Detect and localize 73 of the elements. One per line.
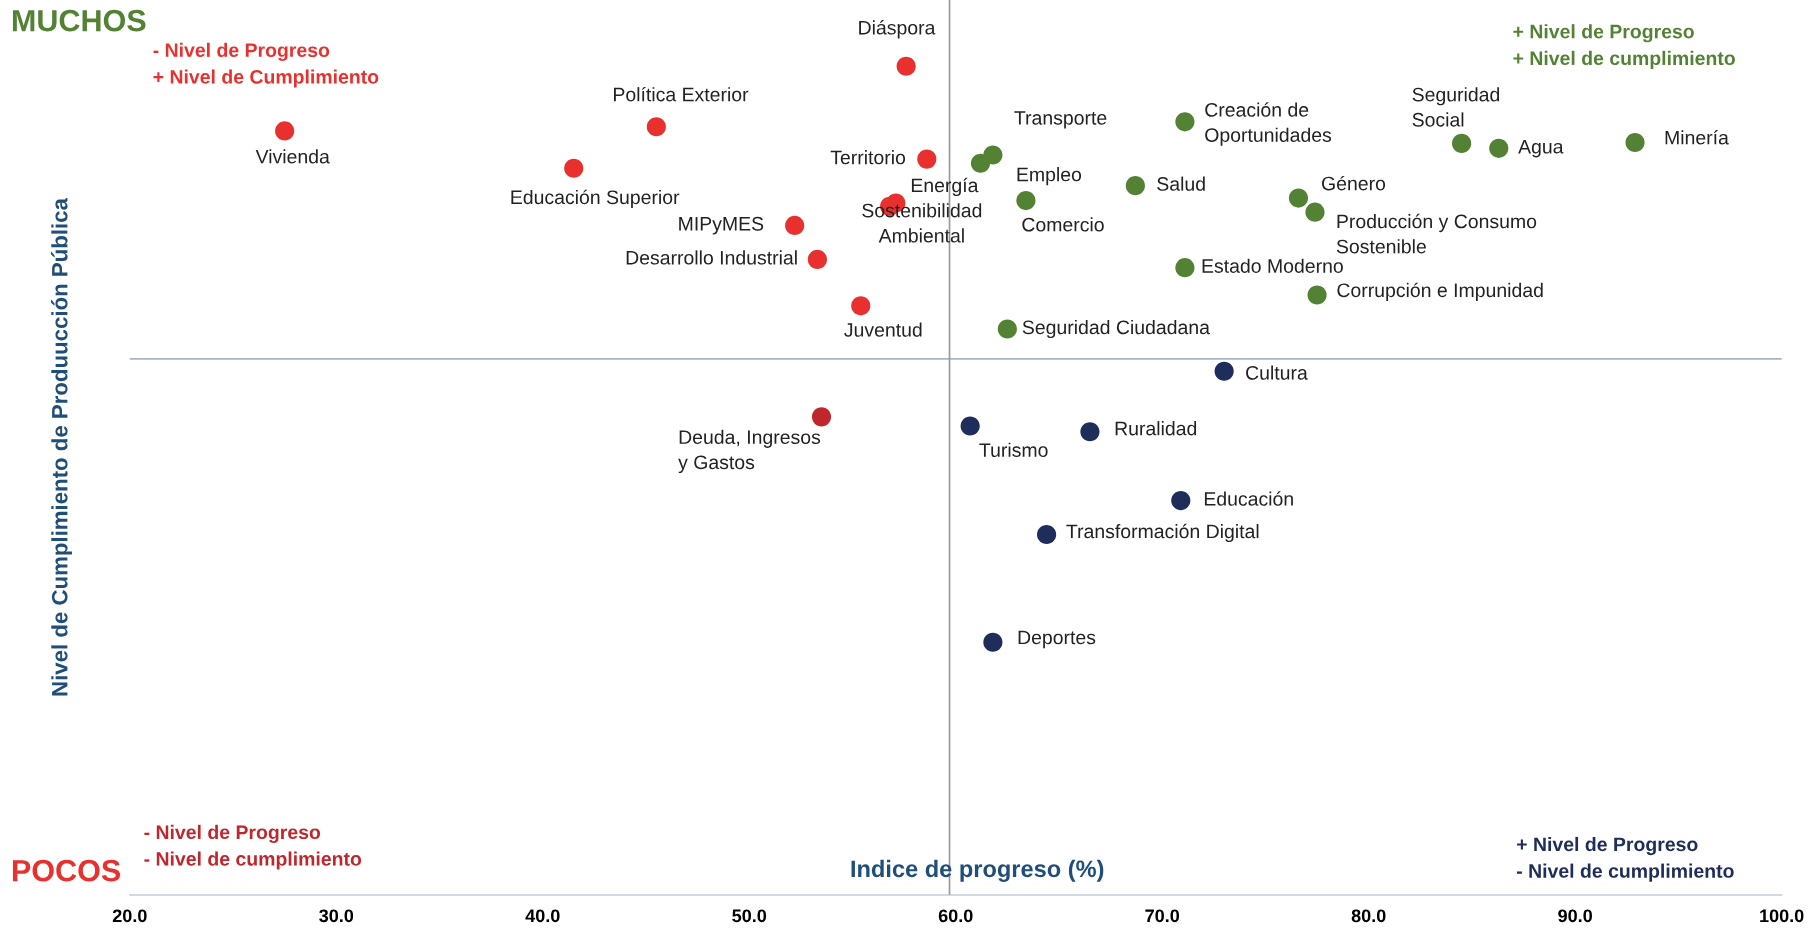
x-tick-label: 70.0	[1145, 909, 1180, 923]
x-tick-label: 100.0	[1760, 909, 1804, 923]
point	[785, 215, 805, 235]
point	[1625, 132, 1645, 153]
point	[983, 632, 1003, 652]
annotation: Agua	[1518, 140, 1564, 158]
x-axis-title: Indice de progreso (%)	[851, 859, 1104, 882]
point	[1288, 188, 1309, 208]
annotation: Turismo	[979, 442, 1048, 457]
point	[917, 149, 937, 169]
x-tick-label: 40.0	[525, 909, 560, 923]
annotation: - Nivel de Progreso + Nivel de Cumplimiento	[153, 42, 379, 88]
x-tick-label: 60.0	[938, 909, 973, 923]
x-tick-label: 20.0	[112, 909, 147, 923]
annotation: Seguridad Social	[1412, 87, 1500, 127]
annotation: Vivienda	[255, 149, 330, 164]
point	[1305, 202, 1325, 222]
annotation: - Nivel de Progreso - Nivel de cumplimiento	[144, 824, 362, 870]
point	[646, 117, 666, 137]
annotation: MIPyMES	[679, 216, 764, 235]
x-tick-label: 50.0	[732, 909, 767, 923]
annotation: Estado Moderno	[1202, 258, 1343, 273]
point	[1016, 190, 1036, 211]
point	[564, 158, 584, 178]
x-tick-label: 30.0	[319, 909, 354, 923]
annotation: Género	[1322, 175, 1386, 191]
point	[1175, 258, 1195, 278]
annotation: Juventud	[844, 322, 922, 337]
annotation: Creación de Oportunidades	[1205, 102, 1332, 146]
point	[275, 121, 295, 141]
x-tick-label: 80.0	[1351, 909, 1386, 923]
annotation: Educación	[1204, 491, 1293, 506]
annotation: Ruralidad	[1115, 421, 1197, 436]
annotation: Corrupción e Impunidad	[1337, 282, 1543, 301]
text: POCOS	[12, 859, 121, 882]
annotation: Territorio	[830, 150, 906, 165]
point	[807, 249, 827, 269]
point	[851, 296, 871, 316]
annotation: Minería	[1665, 130, 1729, 145]
point	[1037, 524, 1057, 545]
annotation: Transformación Digital	[1066, 523, 1259, 543]
annotation: Diáspora	[859, 20, 936, 39]
point	[896, 56, 916, 76]
point	[1080, 422, 1100, 442]
annotation: Transporte	[1014, 111, 1107, 129]
point	[1307, 285, 1327, 305]
point	[811, 407, 832, 427]
annotation: + Nivel de Progreso - Nivel de cumplimiento	[1516, 836, 1734, 882]
annotation: Seguridad Ciudadana	[1022, 319, 1210, 339]
point	[1452, 133, 1472, 153]
annotation: Deportes	[1018, 630, 1096, 649]
annotation: Cultura	[1246, 365, 1308, 380]
point	[1489, 138, 1509, 158]
point	[1171, 491, 1191, 511]
y-axis-title: Nivel de Cumplimiento de Produucción Pública	[51, 197, 72, 696]
point	[997, 319, 1017, 339]
annotation: Empleo	[1017, 167, 1082, 186]
text: MUCHOS	[12, 9, 146, 32]
point	[970, 153, 991, 173]
annotation: Comercio	[1022, 217, 1104, 232]
annotation: Educación Superior	[511, 189, 680, 209]
x-tick-label: 90.0	[1558, 909, 1592, 923]
point	[1125, 176, 1145, 196]
annotation: Desarrollo Industrial	[626, 250, 797, 265]
point	[960, 416, 980, 436]
point	[1214, 361, 1234, 381]
annotation: Salud	[1157, 176, 1205, 191]
annotation: Producción y Consumo Sostenible	[1336, 213, 1537, 254]
annotation: + Nivel de Progreso + Nivel de cumplimiento	[1513, 24, 1735, 69]
annotation: Deuda, Ingresos y Gastos	[678, 429, 821, 474]
annotation: Política Exterior	[614, 86, 749, 102]
point	[1175, 112, 1195, 132]
annotation: Energía	[911, 177, 979, 197]
